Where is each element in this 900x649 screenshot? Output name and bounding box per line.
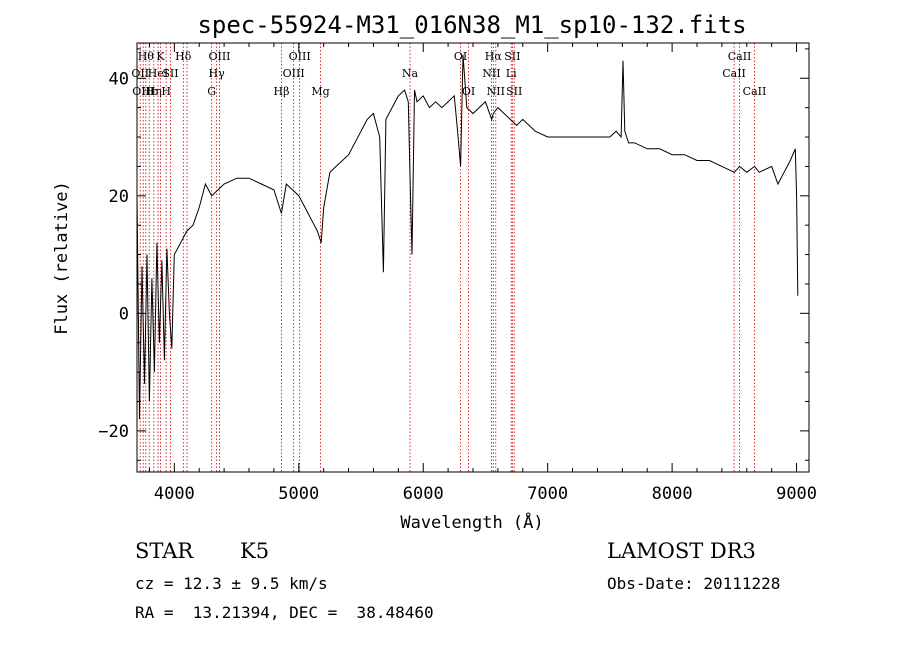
line-marker-label: OIII <box>132 85 154 98</box>
y-tick-label: −20 <box>98 422 129 442</box>
y-axis: −20 0 20 40 <box>98 48 809 461</box>
y-tick-label: 40 <box>109 69 129 89</box>
x-tick-label: 9000 <box>776 484 817 504</box>
x-axis: 4000 5000 6000 7000 8000 9000 <box>148 43 817 504</box>
survey-name: LAMOST DR3 <box>607 539 756 563</box>
chart-title: spec-55924-M31_016N38_M1_sp10-132.fits <box>197 11 746 39</box>
line-marker-label: OI <box>462 85 475 98</box>
line-marker-label: SII <box>506 85 522 98</box>
line-marker-label: SII <box>162 67 178 80</box>
coordinates: RA = 13.21394, DEC = 38.48460 <box>135 603 434 622</box>
line-marker-label: OIII <box>208 50 230 63</box>
line-marker-label: CaII <box>743 85 767 98</box>
line-marker-label: K <box>156 50 165 63</box>
line-marker-label: CaII <box>728 50 752 63</box>
line-marker-label: OIII <box>289 50 311 63</box>
spectrum-line <box>136 54 799 420</box>
plot-frame <box>136 42 810 473</box>
x-tick-label: 6000 <box>403 484 444 504</box>
line-marker-label: Hη <box>146 85 162 98</box>
line-marker-label: NII <box>482 67 500 80</box>
line-marker-label: Na <box>402 67 419 80</box>
line-marker-label: OII <box>131 67 149 80</box>
line-marker-label: G <box>207 85 216 98</box>
line-marker-label: Hθ <box>138 50 155 63</box>
x-axis-label: Wavelength (Å) <box>400 511 543 533</box>
line-marker-label: NII <box>487 85 505 98</box>
y-tick-label: 20 <box>109 187 129 207</box>
line-marker-label: OIII <box>283 67 305 80</box>
object-subclass: K5 <box>240 539 270 563</box>
y-tick-label: 0 <box>119 304 129 324</box>
line-marker-label: Mg <box>311 85 329 98</box>
line-marker-label: H <box>161 85 171 98</box>
line-marker-label: SII <box>504 50 520 63</box>
line-markers <box>139 43 755 472</box>
obs-date: Obs-Date: 20111228 <box>607 574 781 593</box>
line-marker-label: Hδ <box>175 50 192 63</box>
x-tick-label: 4000 <box>154 484 195 504</box>
x-tick-label: 7000 <box>527 484 568 504</box>
y-axis-label: Flux (relative) <box>52 181 72 335</box>
x-tick-label: 5000 <box>278 484 319 504</box>
line-marker-label: Hγ <box>209 67 226 80</box>
x-tick-label: 8000 <box>652 484 693 504</box>
line-marker-label: OI <box>454 50 467 63</box>
line-marker-label: HeI <box>148 67 168 80</box>
redshift-cz: cz = 12.3 ± 9.5 km/s <box>135 574 328 593</box>
line-marker-label: Li <box>506 67 517 80</box>
object-class: STAR <box>135 539 194 563</box>
line-marker-label: CaII <box>722 67 746 80</box>
line-marker-label: Hβ <box>274 85 290 98</box>
line-marker-label: Hα <box>485 50 503 63</box>
line-marker-label: Hε <box>142 85 158 98</box>
